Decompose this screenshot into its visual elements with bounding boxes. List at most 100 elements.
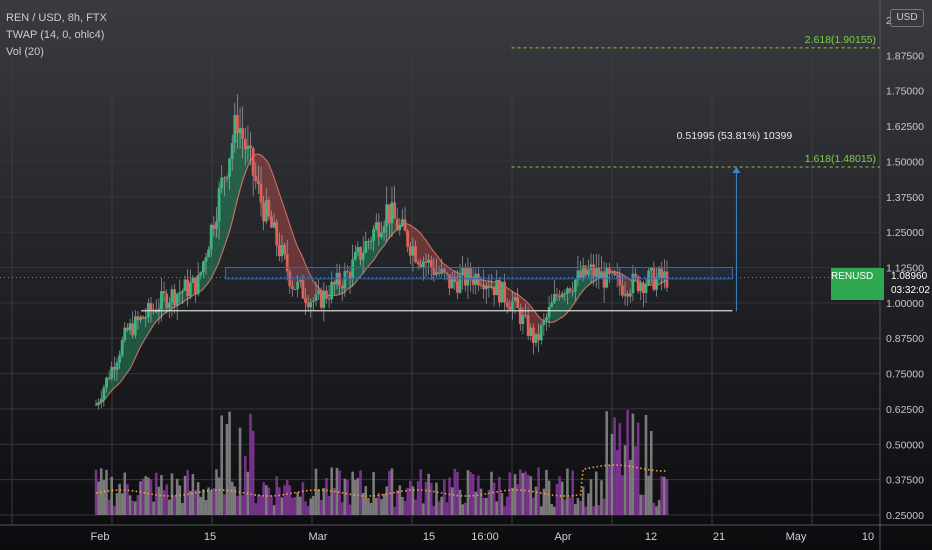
volume-bar xyxy=(613,417,616,515)
candle-body xyxy=(537,333,541,341)
volume-bar xyxy=(209,490,213,515)
volume-bar xyxy=(534,486,538,515)
volume-bar xyxy=(165,484,169,515)
legend-twap[interactable]: TWAP (14, 0, ohlc4) xyxy=(6,29,105,41)
volume-bar xyxy=(236,496,239,515)
x-tick-label: 15 xyxy=(423,531,435,543)
candle-body xyxy=(361,252,365,260)
volume-bar xyxy=(456,471,459,515)
volume-bar xyxy=(555,483,559,515)
candle-body xyxy=(280,244,284,257)
candle-body xyxy=(256,181,260,185)
candle-body xyxy=(199,272,203,276)
candle-body xyxy=(408,246,412,256)
candle-body xyxy=(139,316,142,320)
volume-bar xyxy=(215,469,218,515)
volume-bar xyxy=(649,431,653,515)
candle-body xyxy=(123,327,127,341)
candle-body xyxy=(403,219,407,231)
volume-bar xyxy=(490,471,493,515)
volume-bar xyxy=(615,450,619,515)
candle-body xyxy=(194,277,197,295)
volume-bar xyxy=(406,487,409,515)
volume-bar xyxy=(243,456,247,515)
volume-bar xyxy=(204,500,208,515)
volume-bar xyxy=(309,498,313,515)
candle-body xyxy=(160,291,163,310)
candle-body xyxy=(435,272,438,276)
volume-bar xyxy=(566,468,569,515)
twap-cloud-segment xyxy=(151,309,154,330)
twap-cloud-segment xyxy=(153,309,157,325)
volume-bar xyxy=(278,487,281,515)
candle-body xyxy=(364,241,368,253)
volume-bar xyxy=(610,433,614,515)
volume-bar xyxy=(136,495,140,515)
legend-symbol[interactable]: REN / USD, 8h, FTX xyxy=(6,12,107,24)
volume-bar xyxy=(435,482,438,515)
volume-bar xyxy=(647,475,650,515)
volume-bar xyxy=(152,501,155,515)
candle-body xyxy=(220,177,224,189)
volume-bar xyxy=(154,472,158,515)
candle-body xyxy=(607,266,611,274)
twap-cloud-segment xyxy=(420,233,424,268)
volume-bar xyxy=(346,480,349,515)
volume-bar xyxy=(474,491,478,515)
candle-body xyxy=(136,316,140,320)
twap-cloud-segment xyxy=(305,264,309,308)
volume-bar xyxy=(587,493,590,515)
candle-body xyxy=(372,229,376,241)
volume-bar xyxy=(288,485,292,515)
candle-body xyxy=(178,292,182,294)
candle-body xyxy=(560,293,564,298)
candle-body xyxy=(437,272,441,274)
volume-bar xyxy=(448,477,451,515)
candle-body xyxy=(118,355,121,363)
candle-body xyxy=(429,259,433,268)
candle-body xyxy=(482,284,486,290)
candle-body xyxy=(175,293,179,306)
volume-bar xyxy=(553,506,556,515)
volume-bar xyxy=(403,501,407,515)
volume-bar xyxy=(173,495,176,515)
y-tick-label: 0.37500 xyxy=(886,475,924,487)
twap-cloud-segment xyxy=(308,270,311,308)
volume-bar xyxy=(605,411,609,515)
volume-bar xyxy=(602,498,606,515)
twap-cloud-segment xyxy=(570,290,573,310)
volume-bar xyxy=(529,476,533,515)
currency-button[interactable]: USD xyxy=(890,9,924,27)
volume-bar xyxy=(513,474,517,515)
candle-body xyxy=(421,261,425,268)
candle-body xyxy=(576,270,580,280)
twap-cloud-segment xyxy=(271,170,275,228)
candle-body xyxy=(259,184,263,203)
candle-body xyxy=(545,317,548,321)
twap-cloud-segment xyxy=(221,177,225,255)
volume-bar xyxy=(283,485,286,515)
candle-body xyxy=(366,240,370,242)
volume-bar xyxy=(113,506,116,515)
candle-body xyxy=(298,280,302,282)
volume-bar xyxy=(377,492,381,515)
volume-bar xyxy=(414,499,417,515)
twap-cloud-segment xyxy=(625,276,628,297)
candle-body xyxy=(466,268,470,286)
chart-legend: REN / USD, 8h, FTX TWAP (14, 0, ohlc4) V… xyxy=(6,10,107,61)
candle-body xyxy=(236,115,239,134)
volume-bar xyxy=(325,477,328,515)
candle-body xyxy=(442,269,446,273)
twap-cloud-segment xyxy=(279,193,282,257)
volume-bar xyxy=(532,497,535,515)
volume-bar xyxy=(429,482,433,515)
volume-bar xyxy=(477,475,480,515)
volume-bar xyxy=(314,468,318,515)
volume-bar xyxy=(361,493,365,515)
legend-volume[interactable]: Vol (20) xyxy=(6,46,44,58)
volume-bar xyxy=(304,501,307,515)
candle-body xyxy=(332,281,336,285)
candle-body xyxy=(497,279,501,303)
y-tick-label: 1.00000 xyxy=(886,298,924,310)
